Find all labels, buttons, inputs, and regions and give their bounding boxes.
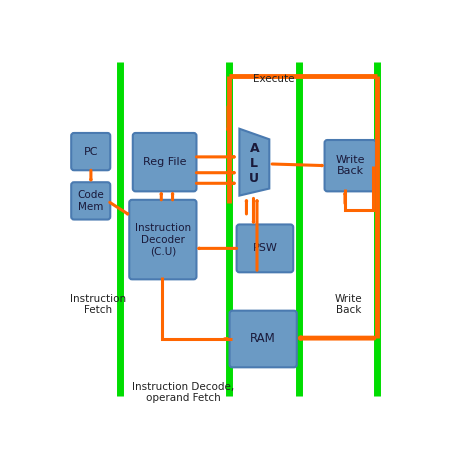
Text: RAM: RAM	[250, 333, 276, 345]
Text: Write
Back: Write Back	[336, 155, 365, 176]
Text: Instruction Decode,
operand Fetch: Instruction Decode, operand Fetch	[132, 382, 234, 404]
Text: Code
Mem: Code Mem	[77, 190, 104, 212]
Text: Instruction
Decoder
(C.U): Instruction Decoder (C.U)	[135, 223, 191, 256]
FancyBboxPatch shape	[129, 200, 197, 279]
FancyBboxPatch shape	[71, 133, 110, 170]
Text: Instruction
Fetch: Instruction Fetch	[71, 294, 127, 315]
FancyBboxPatch shape	[237, 224, 293, 272]
FancyBboxPatch shape	[133, 133, 197, 191]
FancyBboxPatch shape	[325, 140, 376, 191]
Text: PSW: PSW	[253, 244, 277, 253]
Text: A
L
U: A L U	[249, 142, 259, 185]
Text: Write
Back: Write Back	[335, 294, 362, 315]
FancyBboxPatch shape	[229, 311, 297, 367]
FancyBboxPatch shape	[71, 182, 110, 219]
Polygon shape	[239, 129, 269, 196]
Text: Reg File: Reg File	[143, 157, 186, 167]
Text: PC: PC	[83, 147, 98, 157]
Text: Execute: Execute	[254, 74, 295, 85]
